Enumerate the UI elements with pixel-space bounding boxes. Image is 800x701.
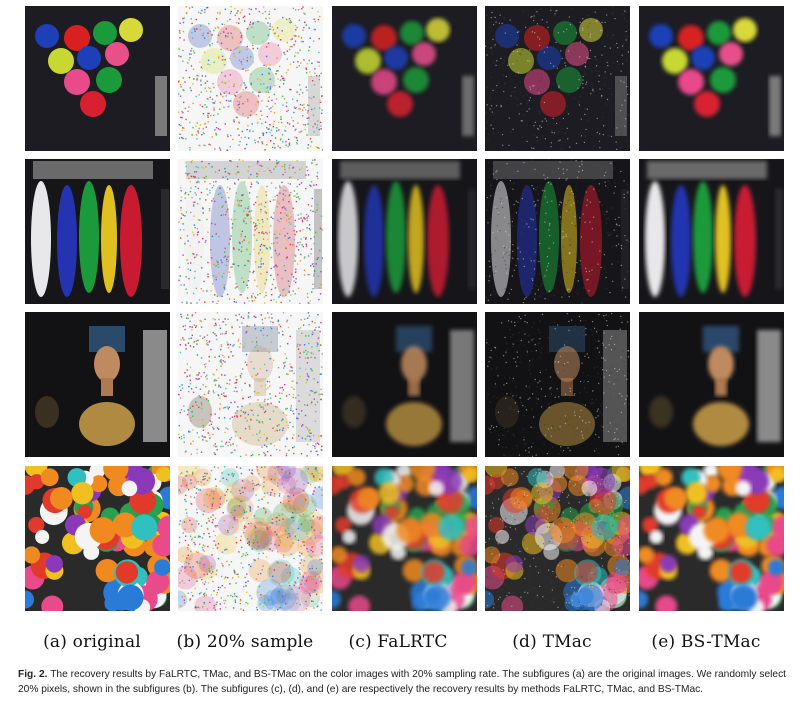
- image-bust-original: [25, 312, 170, 457]
- image-balloons-sample: [178, 6, 323, 151]
- caption-text: The recovery results by FaLRTC, TMac, an…: [18, 669, 787, 695]
- image-feathers-original: [25, 159, 170, 304]
- image-feathers-bstmac: [639, 159, 784, 304]
- label-original: (a) original: [43, 632, 141, 652]
- image-feathers-tmac: [485, 159, 630, 304]
- label-falrtc: (c) FaLRTC: [348, 632, 448, 652]
- image-balloons-tmac: [485, 6, 630, 151]
- figure-caption: Fig. 2. The recovery results by FaLRTC, …: [18, 667, 786, 697]
- image-balloons-bstmac: [639, 6, 784, 151]
- image-bust-bstmac: [639, 312, 784, 457]
- label-tmac: (d) TMac: [512, 632, 592, 652]
- image-pompoms-falrtc: [332, 466, 477, 611]
- image-feathers-falrtc: [332, 159, 477, 304]
- caption-label: Fig. 2.: [18, 669, 48, 680]
- image-balloons-original: [25, 6, 170, 151]
- label-sample: (b) 20% sample: [176, 632, 314, 652]
- image-bust-sample: [178, 312, 323, 457]
- image-pompoms-original: [25, 466, 170, 611]
- image-bust-tmac: [485, 312, 630, 457]
- image-pompoms-tmac: [485, 466, 630, 611]
- image-feathers-sample: [178, 159, 323, 304]
- column-labels: (a) original (b) 20% sample (c) FaLRTC (…: [0, 632, 800, 658]
- image-balloons-falrtc: [332, 6, 477, 151]
- image-pompoms-bstmac: [639, 466, 784, 611]
- image-bust-falrtc: [332, 312, 477, 457]
- label-bstmac: (e) BS-TMac: [651, 632, 761, 652]
- figure-grid: [25, 6, 785, 611]
- image-pompoms-sample: [178, 466, 323, 611]
